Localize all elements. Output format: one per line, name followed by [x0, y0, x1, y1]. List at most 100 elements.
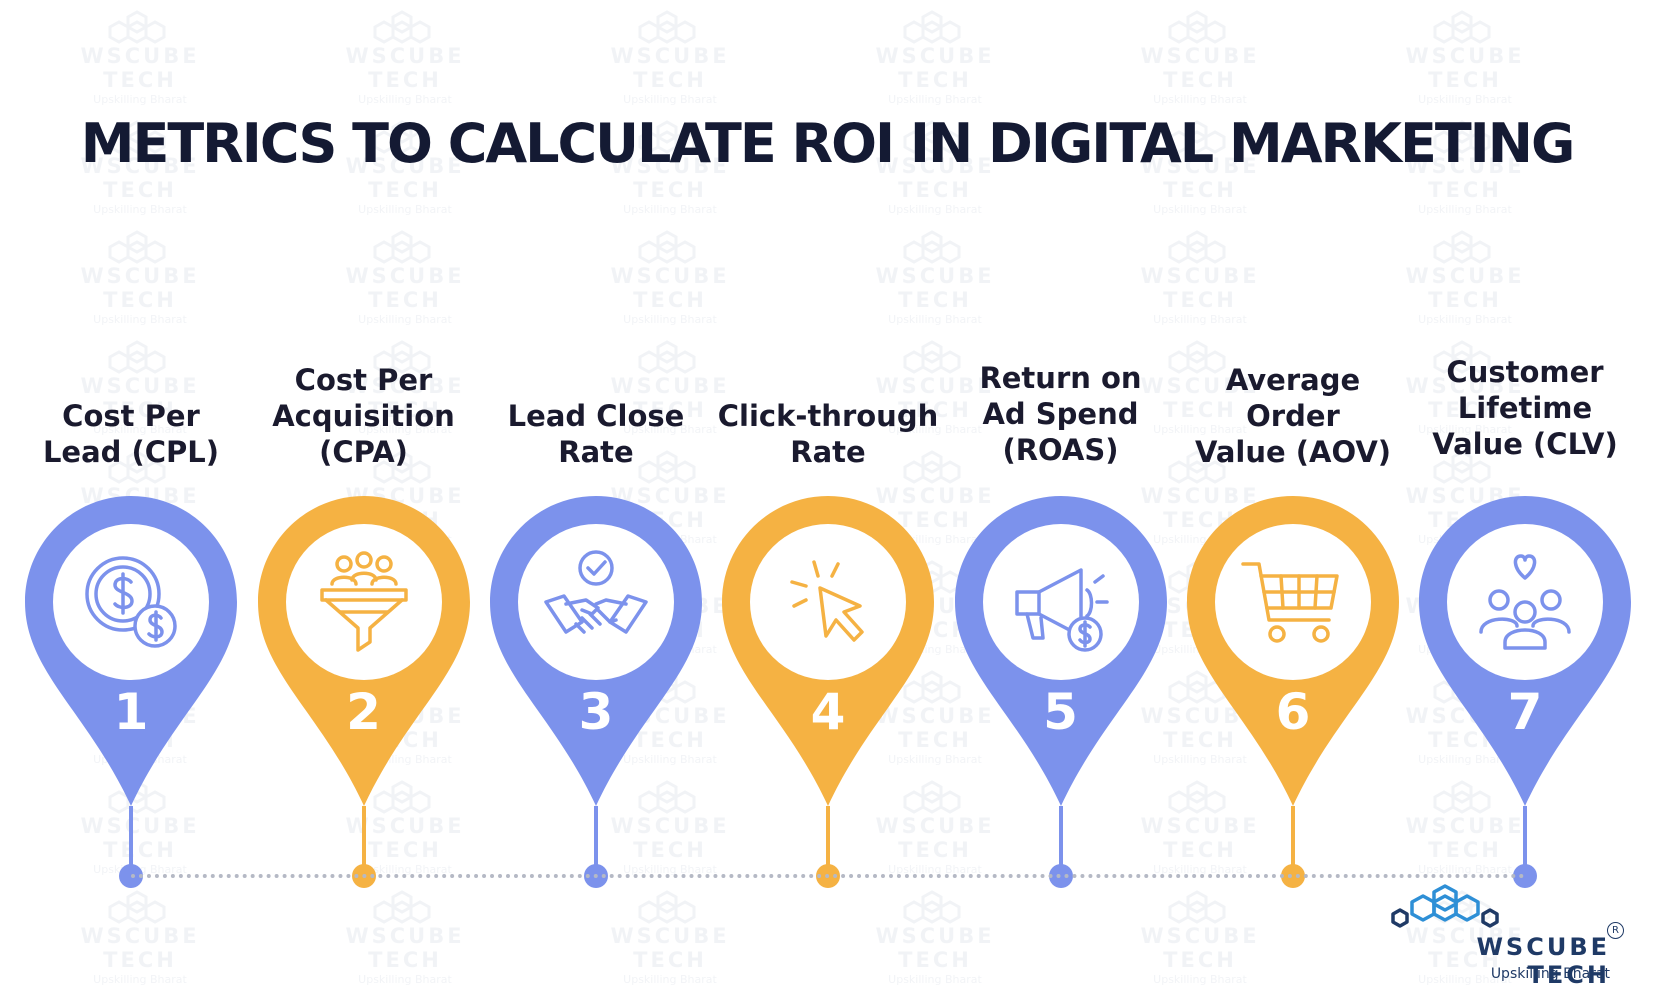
map-pin-7: 7 — [1419, 496, 1631, 806]
pin-stem-1 — [129, 806, 133, 872]
watermark-name: WSCUBE TECH — [610, 264, 730, 312]
pin-stem-6 — [1291, 806, 1295, 872]
watermark-hexagon-icon — [903, 890, 961, 924]
watermark-hexagon-icon — [638, 340, 696, 374]
metric-label-line: Customer — [1446, 355, 1604, 389]
watermark-tagline: Upskilling Bharat — [1153, 313, 1247, 326]
watermark-name: WSCUBE TECH — [80, 814, 200, 862]
watermark-tagline: Upskilling Bharat — [1418, 313, 1512, 326]
metric-label-line: Rate — [558, 435, 634, 469]
watermark-tagline: Upskilling Bharat — [93, 93, 187, 106]
metric-label-line: Value (CLV) — [1432, 427, 1618, 461]
watermark-name: WSCUBE TECH — [610, 814, 730, 862]
watermark-name: WSCUBE TECH — [345, 924, 465, 972]
watermark-name: WSCUBE TECH — [1140, 264, 1260, 312]
watermark-name: WSCUBE TECH — [1140, 44, 1260, 92]
watermark-name: WSCUBE TECH — [345, 44, 465, 92]
metric-label-line: Value (AOV) — [1194, 435, 1392, 469]
metric-label-5: Return on Ad Spend (ROAS) — [946, 360, 1176, 468]
watermark-name: WSCUBE TECH — [80, 44, 200, 92]
map-pin-3: 3 — [490, 496, 702, 806]
watermark-name: WSCUBE TECH — [875, 814, 995, 862]
watermark-tagline: Upskilling Bharat — [358, 973, 452, 986]
pin-stem-4 — [826, 806, 830, 872]
pin-stem-3 — [594, 806, 598, 872]
watermark-hexagon-icon — [903, 10, 961, 44]
watermark-hexagon-icon — [1168, 230, 1226, 264]
watermark-hexagon-icon — [1433, 230, 1491, 264]
metric-label-6: Average Order Value (AOV) — [1178, 363, 1408, 470]
metric-label-line: Acquisition — [272, 399, 455, 433]
watermark-hexagon-icon — [1168, 890, 1226, 924]
watermark-tagline: Upskilling Bharat — [888, 973, 982, 986]
watermark-tagline: Upskilling Bharat — [358, 93, 452, 106]
watermark-name: WSCUBE TECH — [1405, 44, 1525, 92]
pin-shape — [257, 496, 470, 806]
metric-label-line: Average Order — [1225, 363, 1361, 433]
watermark-name: WSCUBE TECH — [875, 264, 995, 312]
watermark-tagline: Upskilling Bharat — [1153, 973, 1247, 986]
brand-name: WSCUBE TECH — [1476, 933, 1610, 989]
map-pin-1: 1 — [25, 496, 237, 806]
watermark-tagline: Upskilling Bharat — [358, 313, 452, 326]
watermark-hexagon-icon — [373, 230, 431, 264]
watermark-tagline: Upskilling Bharat — [888, 203, 982, 216]
watermark-tagline: Upskilling Bharat — [93, 203, 187, 216]
metric-label-line: Lifetime — [1457, 391, 1593, 425]
page-title: METRICS TO CALCULATE ROI IN DIGITAL MARK… — [80, 112, 1576, 175]
registered-mark: R — [1607, 922, 1624, 939]
megaphone-dollar-icon — [1001, 542, 1121, 662]
brand-logo: WSCUBE TECH R Upskilling Bharat — [1385, 880, 1625, 990]
watermark-hexagon-icon — [108, 890, 166, 924]
watermark-name: WSCUBE TECH — [345, 814, 465, 862]
watermark-hexagon-icon — [638, 230, 696, 264]
watermark-hexagon-icon — [108, 340, 166, 374]
pin-number-6: 6 — [1275, 683, 1311, 741]
metric-label-line: Return on — [979, 361, 1142, 395]
watermark-name: WSCUBE TECH — [1405, 814, 1525, 862]
watermark-tagline: Upskilling Bharat — [1418, 93, 1512, 106]
watermark-name: WSCUBE TECH — [875, 44, 995, 92]
timeline-line — [131, 874, 1525, 878]
cursor-click-icon — [768, 542, 888, 662]
pin-stem-7 — [1523, 806, 1527, 872]
pin-shape — [490, 496, 702, 806]
metric-label-4: Click-through Rate — [713, 398, 943, 470]
metric-label-line: Rate — [790, 435, 866, 469]
watermark-tagline: Upskilling Bharat — [1153, 203, 1247, 216]
pin-stem-2 — [361, 806, 366, 872]
hexagon-logo-icon — [1391, 884, 1499, 928]
watermark-hexagon-icon — [638, 10, 696, 44]
watermark-hexagon-icon — [373, 10, 431, 44]
watermark-hexagon-icon — [108, 10, 166, 44]
pin-number-5: 5 — [1043, 683, 1078, 741]
metric-label-line: Lead Close — [507, 399, 685, 433]
metric-label-3: Lead Close Rate — [481, 398, 711, 470]
watermark-tagline: Upskilling Bharat — [623, 93, 717, 106]
pin-number-7: 7 — [1507, 683, 1543, 741]
watermark-hexagon-icon — [1433, 10, 1491, 44]
watermark-name: WSCUBE TECH — [875, 924, 995, 972]
metric-label-line: (ROAS) — [1002, 433, 1119, 467]
brand-tagline: Upskilling Bharat — [1490, 966, 1610, 982]
pin-number-4: 4 — [810, 683, 846, 741]
watermark-tagline: Upskilling Bharat — [1153, 93, 1247, 106]
pin-number-2: 2 — [346, 683, 381, 741]
map-pin-4: 4 — [722, 496, 934, 806]
shopping-cart-icon — [1233, 542, 1353, 662]
watermark-name: WSCUBE TECH — [610, 44, 730, 92]
watermark-name: WSCUBE TECH — [1405, 264, 1525, 312]
